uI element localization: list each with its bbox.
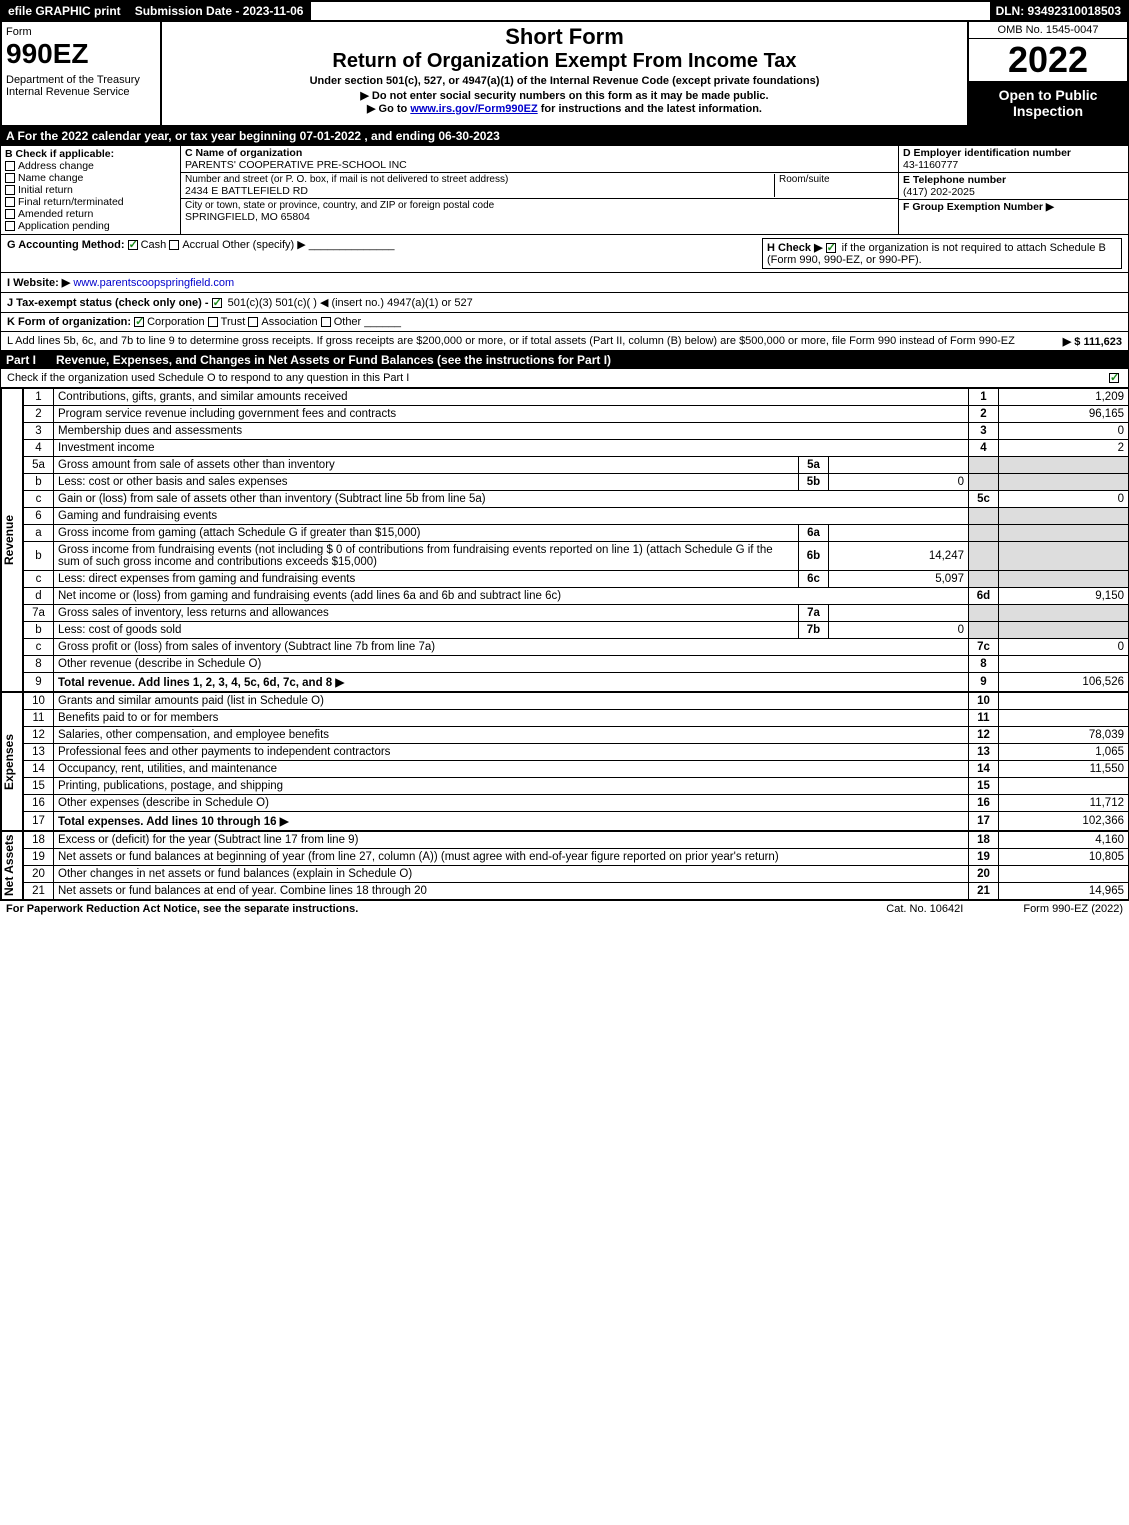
part-i-sub: Check if the organization used Schedule … — [0, 369, 1129, 388]
chk-501c3[interactable] — [212, 298, 222, 308]
title-short-form: Short Form — [170, 24, 959, 50]
b-label: B Check if applicable: — [5, 148, 176, 160]
dln: DLN: 93492310018503 — [990, 2, 1127, 20]
line-12-val: 78,039 — [999, 727, 1129, 744]
open-to-public: Open to Public Inspection — [969, 81, 1127, 125]
chk-application-pending[interactable] — [5, 221, 15, 231]
dept-label: Department of the Treasury Internal Reve… — [6, 74, 156, 98]
line-17-val: 102,366 — [999, 812, 1129, 831]
line-21-val: 14,965 — [999, 883, 1129, 900]
line-7c-val: 0 — [999, 639, 1129, 656]
footer-right: Form 990-EZ (2022) — [1023, 903, 1123, 915]
irs-link[interactable]: www.irs.gov/Form990EZ — [410, 103, 537, 115]
line-7b-val: 0 — [829, 622, 969, 639]
ein: 43-1160777 — [903, 159, 1124, 171]
chk-schedule-o[interactable] — [1109, 373, 1119, 383]
footer-cat: Cat. No. 10642I — [886, 903, 963, 915]
revenue-section: Revenue 1Contributions, gifts, grants, a… — [0, 388, 1129, 692]
efile-label: efile GRAPHIC print — [2, 2, 129, 20]
line-3-val: 0 — [999, 423, 1129, 440]
line-18-val: 4,160 — [999, 832, 1129, 849]
chk-cash[interactable] — [128, 240, 138, 250]
col-b: B Check if applicable: Address change Na… — [1, 146, 181, 234]
line-14-val: 11,550 — [999, 761, 1129, 778]
expenses-section: Expenses 10Grants and similar amounts pa… — [0, 692, 1129, 831]
chk-final-return[interactable] — [5, 197, 15, 207]
revenue-side-label: Revenue — [1, 388, 23, 692]
netassets-side-label: Net Assets — [1, 831, 23, 900]
chk-other-org[interactable] — [321, 317, 331, 327]
netassets-section: Net Assets 18Excess or (deficit) for the… — [0, 831, 1129, 900]
chk-accrual[interactable] — [169, 240, 179, 250]
c-street-label: Number and street (or P. O. box, if mail… — [185, 174, 774, 185]
chk-initial-return[interactable] — [5, 185, 15, 195]
col-c: C Name of organization PARENTS' COOPERAT… — [181, 146, 898, 234]
line-a: A For the 2022 calendar year, or tax yea… — [0, 127, 1129, 145]
chk-name-change[interactable] — [5, 173, 15, 183]
l-amount: ▶ $ 111,623 — [1063, 335, 1122, 348]
subtitle: Under section 501(c), 527, or 4947(a)(1)… — [170, 75, 959, 87]
c-name-label: C Name of organization — [185, 147, 894, 159]
chk-trust[interactable] — [208, 317, 218, 327]
h-box: H Check ▶ if the organization is not req… — [762, 238, 1122, 269]
chk-h[interactable] — [826, 243, 836, 253]
footer: For Paperwork Reduction Act Notice, see … — [0, 900, 1129, 917]
tax-year: 2022 — [969, 39, 1127, 81]
row-j: J Tax-exempt status (check only one) - 5… — [0, 293, 1129, 313]
row-gh: G Accounting Method: Cash Accrual Other … — [0, 235, 1129, 273]
chk-association[interactable] — [248, 317, 258, 327]
line-19-val: 10,805 — [999, 849, 1129, 866]
line-1-val: 1,209 — [999, 389, 1129, 406]
e-label: E Telephone number — [903, 174, 1124, 186]
line-4-val: 2 — [999, 440, 1129, 457]
f-label: F Group Exemption Number ▶ — [903, 201, 1124, 213]
line-5b-val: 0 — [829, 474, 969, 491]
form-header: Form 990EZ Department of the Treasury In… — [0, 22, 1129, 127]
org-name: PARENTS' COOPERATIVE PRE-SCHOOL INC — [185, 159, 894, 171]
top-bar: efile GRAPHIC print Submission Date - 20… — [0, 0, 1129, 22]
website-link[interactable]: www.parentscoopspringfield.com — [73, 277, 234, 289]
org-street: 2434 E BATTLEFIELD RD — [185, 185, 774, 197]
d-label: D Employer identification number — [903, 147, 1124, 159]
row-l: L Add lines 5b, 6c, and 7b to line 9 to … — [0, 332, 1129, 351]
chk-amended-return[interactable] — [5, 209, 15, 219]
col-def: D Employer identification number 43-1160… — [898, 146, 1128, 234]
g-label: G Accounting Method: — [7, 239, 125, 251]
line-5c-val: 0 — [999, 491, 1129, 508]
omb-number: OMB No. 1545-0047 — [969, 22, 1127, 39]
section-bcdef: B Check if applicable: Address change Na… — [0, 145, 1129, 235]
row-i: I Website: ▶ www.parentscoopspringfield.… — [0, 273, 1129, 293]
row-k: K Form of organization: Corporation Trus… — [0, 313, 1129, 332]
form-number: 990EZ — [6, 38, 156, 70]
part-i-header: Part I Revenue, Expenses, and Changes in… — [0, 351, 1129, 369]
note-link: ▶ Go to www.irs.gov/Form990EZ for instru… — [170, 102, 959, 115]
chk-corporation[interactable] — [134, 317, 144, 327]
title-main: Return of Organization Exempt From Incom… — [170, 50, 959, 73]
chk-address-change[interactable] — [5, 161, 15, 171]
line-9-val: 106,526 — [999, 673, 1129, 692]
form-label: Form — [6, 26, 156, 38]
c-city-label: City or town, state or province, country… — [185, 200, 494, 211]
room-label: Room/suite — [779, 174, 894, 185]
submission-date: Submission Date - 2023-11-06 — [129, 2, 312, 20]
line-6d-val: 9,150 — [999, 588, 1129, 605]
line-6b-val: 14,247 — [829, 542, 969, 571]
line-13-val: 1,065 — [999, 744, 1129, 761]
line-2-val: 96,165 — [999, 406, 1129, 423]
org-city: SPRINGFIELD, MO 65804 — [185, 211, 494, 223]
line-6c-val: 5,097 — [829, 571, 969, 588]
note-ssn: ▶ Do not enter social security numbers o… — [170, 89, 959, 102]
phone: (417) 202-2025 — [903, 186, 1124, 198]
expenses-side-label: Expenses — [1, 692, 23, 831]
footer-left: For Paperwork Reduction Act Notice, see … — [6, 903, 358, 915]
line-16-val: 11,712 — [999, 795, 1129, 812]
